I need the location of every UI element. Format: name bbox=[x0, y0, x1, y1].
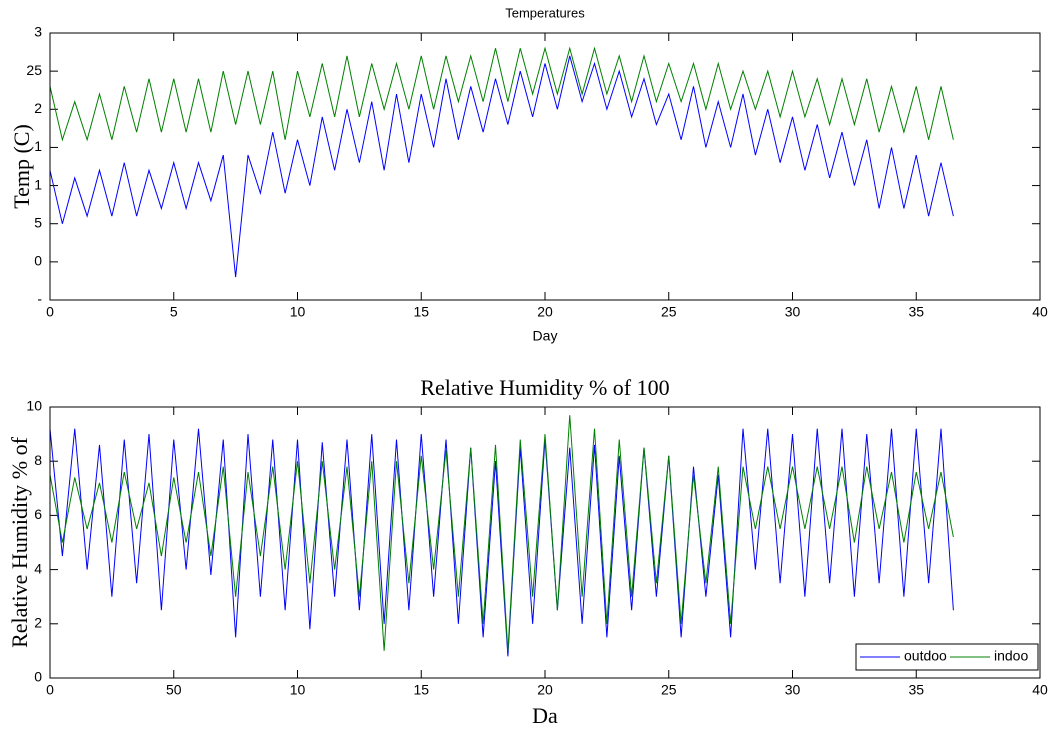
x-tick-label: 30 bbox=[785, 304, 801, 320]
x-tick-label: 10 bbox=[290, 682, 306, 698]
x-tick-label: 20 bbox=[537, 304, 553, 320]
x-tick-label: 40 bbox=[1032, 304, 1048, 320]
chart-title: Relative Humidity % of 100 bbox=[420, 375, 669, 400]
series-line bbox=[49, 55, 954, 278]
y-tick-label: 1 bbox=[34, 176, 42, 192]
axes-frame bbox=[49, 32, 1041, 301]
x-tick-label: 40 bbox=[1032, 682, 1048, 698]
legend: outdoo indoo bbox=[855, 643, 1039, 671]
x-tick-label: 15 bbox=[413, 682, 429, 698]
y-tick-label: 6 bbox=[34, 506, 42, 522]
series-line bbox=[49, 46, 954, 142]
y-tick-label: - bbox=[37, 291, 42, 307]
x-tick-label: 0 bbox=[46, 304, 54, 320]
y-tick-label: 5 bbox=[34, 214, 42, 230]
y-tick-label: 1 bbox=[34, 138, 42, 154]
chart-title: Temperatures bbox=[505, 5, 585, 20]
x-tick-label: 35 bbox=[908, 682, 924, 698]
x-tick-label: 5 bbox=[170, 304, 178, 320]
x-tick-label: 20 bbox=[537, 682, 553, 698]
legend-label: outdoo bbox=[904, 648, 947, 664]
y-tick-label: 8 bbox=[34, 452, 42, 468]
x-tick-label: 10 bbox=[290, 304, 306, 320]
y-tick-label: 2 bbox=[34, 100, 42, 116]
y-tick-label: 25 bbox=[26, 62, 42, 78]
series-line bbox=[49, 415, 954, 651]
x-tick-label: 25 bbox=[661, 682, 677, 698]
y-tick-label: 0 bbox=[34, 253, 42, 269]
y-tick-label: 10 bbox=[26, 398, 42, 414]
x-tick-label: 30 bbox=[785, 682, 801, 698]
x-axis-label: Da bbox=[532, 703, 558, 728]
y-tick-label: 2 bbox=[34, 615, 42, 631]
plot-area bbox=[50, 407, 1040, 678]
y-axis-label: Relative Humidity % of bbox=[7, 436, 32, 647]
axes-frame bbox=[49, 406, 1041, 679]
y-tick-label: 0 bbox=[34, 669, 42, 685]
x-tick-label: 35 bbox=[908, 304, 924, 320]
series-line bbox=[49, 428, 954, 657]
x-tick-label: 25 bbox=[661, 304, 677, 320]
x-tick-label: 50 bbox=[166, 682, 182, 698]
y-axis-label: Temp (C) bbox=[9, 124, 34, 209]
x-tick-label: 15 bbox=[413, 304, 429, 320]
y-tick-label: 3 bbox=[34, 24, 42, 40]
x-axis-label: Day bbox=[533, 328, 558, 344]
legend-label: indoo bbox=[994, 648, 1028, 664]
x-tick-label: 0 bbox=[46, 682, 54, 698]
y-tick-label: 4 bbox=[34, 560, 42, 576]
plot-area bbox=[50, 33, 1040, 300]
